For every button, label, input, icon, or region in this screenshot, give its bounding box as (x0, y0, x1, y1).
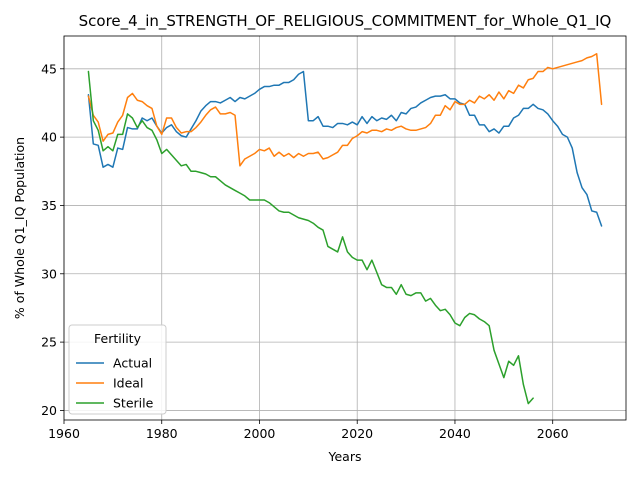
x-tick-label: 2040 (439, 426, 471, 441)
chart-title: Score_4_in_STRENGTH_OF_RELIGIOUS_COMMITM… (79, 12, 612, 31)
y-tick-label: 25 (41, 335, 57, 350)
legend: Fertility Actual Ideal Sterile (68, 324, 167, 415)
x-axis-label: Years (328, 449, 362, 464)
legend-box (68, 324, 167, 415)
x-tick-label: 2000 (244, 426, 276, 441)
y-tick-label: 30 (41, 266, 57, 281)
legend-items: Actual Ideal Sterile (76, 356, 154, 411)
y-tick-label: 20 (41, 403, 57, 418)
y-tick-label: 40 (41, 130, 57, 145)
series-lines (87, 53, 603, 405)
legend-label-actual: Actual (113, 356, 152, 371)
x-tick-label: 1980 (146, 426, 178, 441)
y-tick-label: 35 (41, 198, 57, 213)
y-tick-label: 45 (41, 61, 57, 76)
series-line-ideal (87, 53, 603, 167)
plot-frame (63, 35, 627, 421)
legend-title: Fertility (94, 331, 142, 346)
x-tick-label: 2060 (537, 426, 569, 441)
y-axis-label: % of Whole Q1_IQ Population (12, 137, 27, 319)
series-line-sterile (87, 70, 534, 405)
x-tick-label: 2020 (341, 426, 373, 441)
legend-label-ideal: Ideal (113, 376, 143, 391)
series-line-actual (87, 70, 603, 227)
x-tick-label: 1960 (48, 426, 80, 441)
legend-label-sterile: Sterile (113, 396, 154, 411)
axis-ticks: 1960 1980 2000 2020 2040 2060 20 25 30 35 40 45 (41, 61, 569, 441)
